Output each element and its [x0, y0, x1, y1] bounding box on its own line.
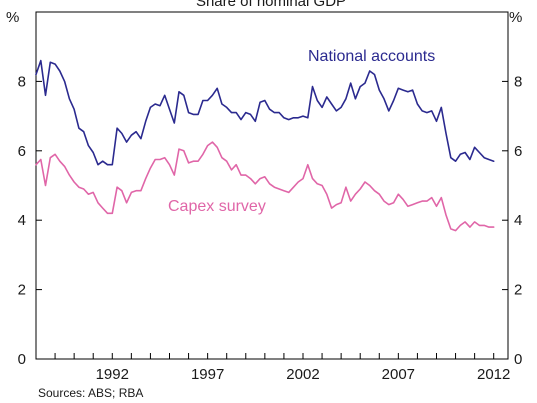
plot-area-frame	[35, 11, 509, 360]
x-tick-label-4: 2012	[477, 366, 510, 383]
y-tick-label-left-4: 8	[18, 73, 26, 90]
chart-title: Share of nominal GDP	[196, 0, 346, 10]
x-tick-label-1: 1997	[191, 366, 224, 383]
capex-survey-label: Capex survey	[168, 198, 266, 215]
source-note: Sources: ABS; RBA	[38, 386, 143, 400]
x-tick-label-3: 2007	[382, 366, 415, 383]
series-lines	[35, 59, 495, 232]
left-axis-ticks: 0 2 4 6 8	[18, 73, 42, 368]
x-tick-label-0: 1992	[96, 366, 129, 383]
national-accounts-label: National accounts	[308, 48, 435, 65]
y-tick-label-left-1: 2	[18, 282, 26, 299]
y-tick-label-left-3: 6	[18, 143, 26, 160]
series-line-capex-survey	[35, 141, 495, 232]
y-tick-label-right-3: 6	[514, 143, 522, 160]
y-tick-label-right-2: 4	[514, 212, 522, 229]
y-tick-label-right-4: 8	[514, 73, 522, 90]
y-tick-label-right-1: 2	[514, 282, 522, 299]
left-axis-unit: %	[6, 9, 19, 26]
x-axis-ticks: 1992 1997 2002 2007 2012	[35, 353, 510, 383]
series-line-national-accounts	[35, 59, 495, 166]
y-tick-label-left-0: 0	[18, 351, 26, 368]
x-tick-label-2: 2002	[286, 366, 319, 383]
right-axis-ticks: 0 2 4 6 8	[502, 73, 522, 368]
y-tick-label-left-2: 4	[18, 212, 26, 229]
right-axis-unit: %	[509, 9, 522, 26]
y-tick-label-right-0: 0	[514, 351, 522, 368]
